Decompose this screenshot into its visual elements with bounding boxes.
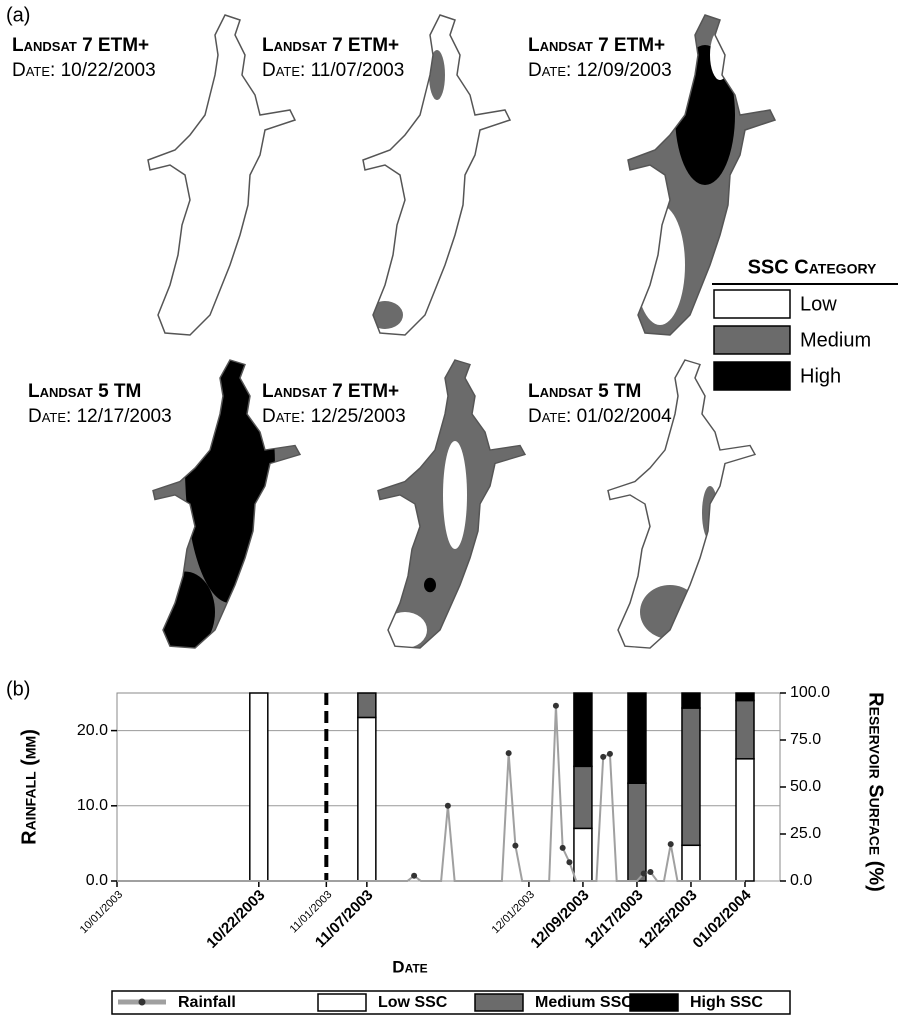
- legend-label: High: [800, 365, 841, 387]
- map-date: Date: 12/09/2003: [528, 60, 672, 81]
- legend-label: Medium SSC: [535, 994, 633, 1011]
- x-axis-label: Date: [392, 957, 427, 976]
- legend-label: Rainfall: [178, 994, 236, 1011]
- y-tick-label: 0.0: [86, 872, 108, 889]
- ssc-patch: [710, 30, 730, 80]
- bar-segment: [249, 692, 269, 882]
- chart: 0.0 10.0 20.0 0.0 25.0 50.0 75.0 100.0 Rainfall …: [18, 684, 886, 976]
- legend-label: Medium: [800, 329, 871, 351]
- ssc-patch: [443, 441, 467, 549]
- reservoir-map: [607, 359, 756, 649]
- rainfall-line: [117, 705, 745, 882]
- panel-label: (b): [6, 678, 30, 700]
- x-tick-label: 10/22/2003: [203, 887, 268, 952]
- x-tick-label: 10/01/2003: [78, 889, 125, 936]
- x-tick-label: 12/01/2003: [490, 889, 537, 936]
- ssc-patch: [155, 571, 215, 649]
- ssc-patch: [424, 577, 436, 593]
- ssc-patches: [383, 441, 467, 648]
- map-sensor: Landsat 7 ETM+: [528, 35, 665, 56]
- bar-segment: [573, 827, 593, 882]
- rainfall-point: [566, 859, 573, 866]
- ssc-patch: [429, 50, 445, 100]
- map-sensor: Landsat 5 TM: [528, 381, 641, 402]
- bar-segment: [735, 699, 755, 760]
- rainfall-point: [552, 702, 559, 709]
- rainfall-point: [512, 842, 519, 849]
- bar-segment: [681, 692, 701, 709]
- rainfall-point: [600, 753, 607, 760]
- map-date: Date: 12/17/2003: [28, 406, 172, 427]
- legend-swatch: [474, 993, 524, 1012]
- rainfall-point: [411, 872, 418, 879]
- y-axis-label: Rainfall (mm): [18, 729, 40, 845]
- ssc-patch: [185, 360, 275, 604]
- legend-label: Low: [800, 293, 837, 315]
- bar-segment: [681, 844, 701, 882]
- bar-segment: [627, 692, 647, 784]
- legend-label: Low SSC: [378, 994, 448, 1011]
- y2-tick-label: 25.0: [790, 825, 821, 842]
- rainfall-point: [667, 841, 674, 848]
- y-tick-label: 10.0: [77, 797, 108, 814]
- y2-tick-label: 0.0: [790, 872, 812, 889]
- rainfall-point: [559, 844, 566, 851]
- map-date: Date: 01/02/2004: [528, 406, 672, 427]
- y2-tick-label: 50.0: [790, 778, 821, 795]
- bar-segment: [357, 716, 377, 882]
- bar-segment: [681, 707, 701, 847]
- legend-swatch: [713, 325, 791, 355]
- rainfall-point: [606, 750, 613, 757]
- plot-frame: [116, 692, 781, 882]
- bar-segment: [357, 692, 377, 719]
- legend-swatch: [629, 993, 679, 1012]
- ssc-patch: [635, 205, 685, 325]
- rainfall-point: [444, 802, 451, 809]
- map-sensor: Landsat 7 ETM+: [12, 35, 149, 56]
- map-sensor: Landsat 7 ETM+: [262, 381, 399, 402]
- legend-title: SSC Category: [748, 256, 877, 278]
- bar-segment: [573, 692, 593, 768]
- map-sensor: Landsat 7 ETM+: [262, 35, 399, 56]
- x-tick-label: 01/02/2004: [690, 886, 756, 952]
- legend-swatch: [713, 361, 791, 391]
- panel-label: (a): [6, 4, 30, 26]
- chart-legend: Rainfall Low SSC Medium SSC High SSC: [111, 990, 791, 1015]
- map-date: Date: 10/22/2003: [12, 60, 156, 81]
- reservoir-map: [362, 14, 511, 336]
- ssc-patch: [383, 612, 427, 648]
- map-date: Date: 12/25/2003: [262, 406, 406, 427]
- reservoir-map: [377, 359, 526, 649]
- ssc-legend: SSC Category Low Medium High: [712, 256, 898, 391]
- legend-box: [111, 990, 791, 1015]
- y2-axis-label: Reservoir Surface (%): [865, 692, 887, 892]
- bar-segment: [735, 758, 755, 882]
- y2-tick-label: 100.0: [790, 684, 830, 701]
- map-sensor: Landsat 5 TM: [28, 381, 141, 402]
- bar-segment: [627, 782, 647, 882]
- legend-swatch: [713, 289, 791, 319]
- y-tick-label: 20.0: [77, 722, 108, 739]
- legend-label: High SSC: [690, 994, 763, 1011]
- y2-tick-label: 75.0: [790, 731, 821, 748]
- rainfall-point: [647, 868, 654, 875]
- maps: Landsat 7 ETM+ Date: 10/22/2003 Landsat 7 …: [12, 14, 776, 649]
- rainfall-point: [640, 870, 647, 877]
- ssc-patch: [675, 45, 735, 185]
- legend-point: [138, 998, 146, 1006]
- rainfall-point: [505, 750, 512, 757]
- bar-segment: [735, 692, 755, 702]
- map-date: Date: 11/07/2003: [262, 60, 404, 81]
- bar-segment: [573, 765, 593, 830]
- legend-swatch: [317, 993, 367, 1012]
